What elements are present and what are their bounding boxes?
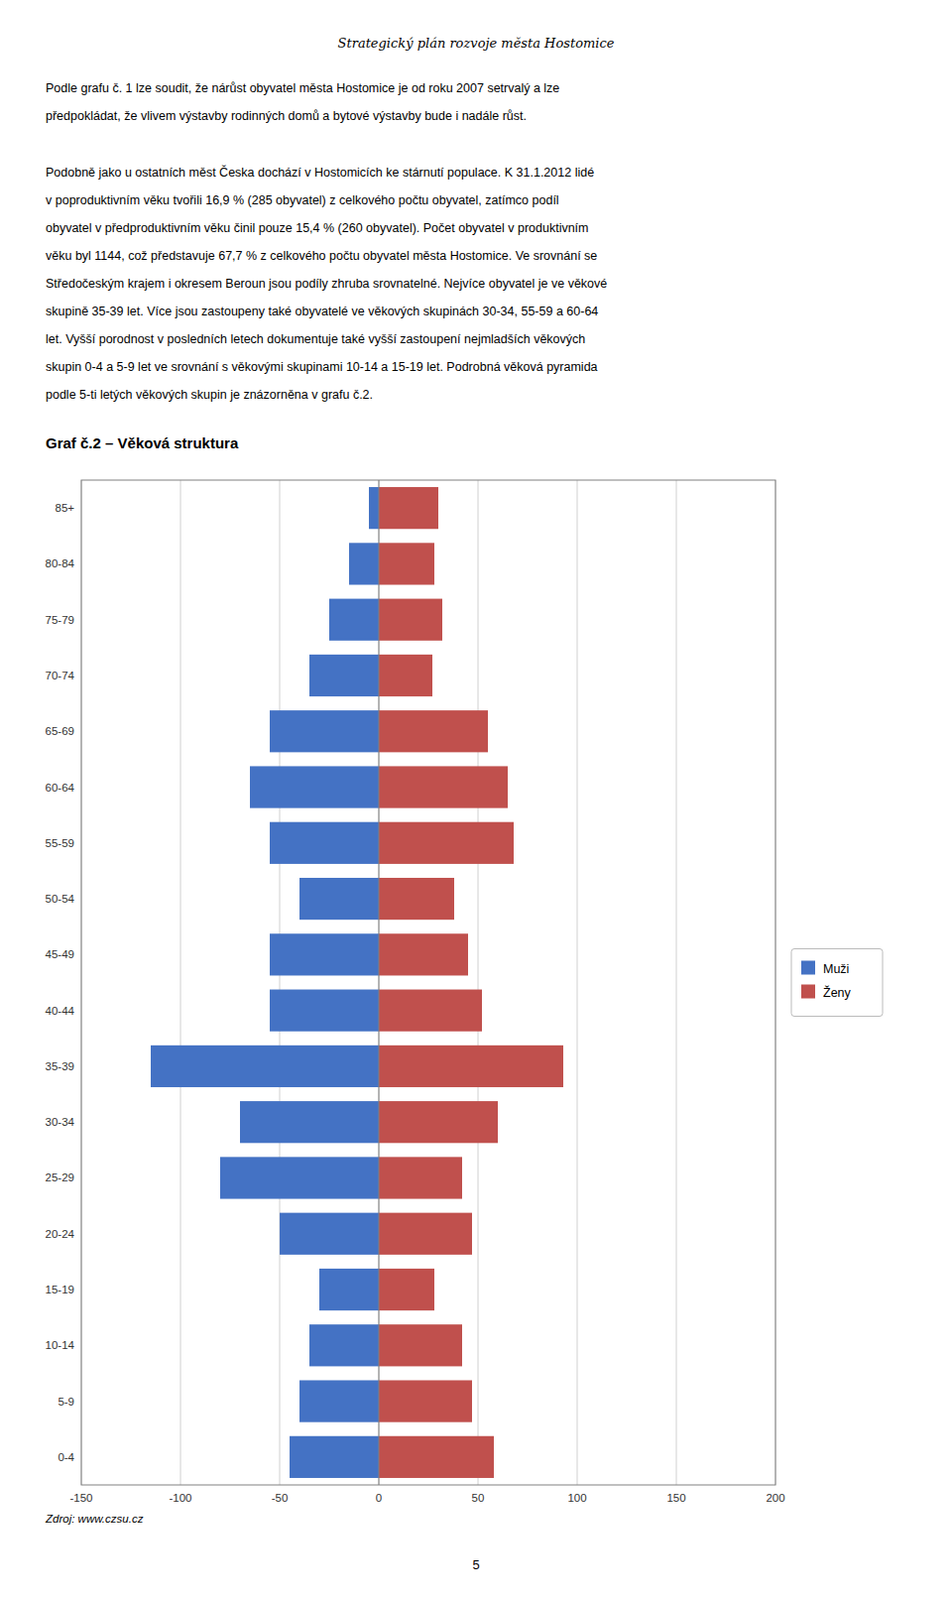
bar (349, 542, 379, 585)
body-text: podle 5-ti letých věkových skupin je zná… (45, 387, 373, 402)
bar (269, 933, 379, 975)
legend-label: Muži (823, 961, 849, 976)
grid-line (180, 479, 182, 1485)
y-tick-label: 5-9 (57, 1395, 75, 1408)
y-tick-label: 35-39 (45, 1060, 75, 1072)
bar (378, 1212, 473, 1255)
bars (150, 486, 564, 1478)
body-text: Podobně jako u ostatních měst Česka doch… (45, 164, 595, 180)
bar (239, 1100, 379, 1143)
body-text: Podle grafu č. 1 lze soudit, že nárůst o… (45, 81, 560, 96)
bar (249, 765, 379, 808)
y-tick-label: 45-49 (45, 948, 75, 960)
bar (378, 598, 443, 641)
bar (378, 933, 469, 975)
bar (220, 1156, 379, 1198)
bar (269, 822, 379, 864)
y-tick-label: 75-79 (45, 613, 75, 626)
bar (378, 989, 482, 1032)
bar (378, 822, 514, 864)
bar (299, 1379, 379, 1422)
grid-line (378, 479, 380, 1485)
page: Strategický plán rozvoje města Hostomice… (0, 0, 952, 1600)
bar (378, 765, 508, 808)
bar (150, 1045, 379, 1087)
y-tick-label: 50-54 (45, 892, 76, 905)
grid (81, 479, 776, 1485)
bar (378, 1323, 463, 1366)
bar (378, 1100, 498, 1143)
y-tick-label: 65-69 (45, 724, 75, 737)
body-text: obyvatel v předproduktivním věku činil p… (45, 221, 590, 236)
x-tick-label: 100 (567, 1491, 587, 1504)
bar (378, 1268, 435, 1310)
grid-line (477, 479, 479, 1485)
bar (309, 654, 379, 697)
background (0, 0, 952, 1600)
y-tick-label: 25-29 (45, 1171, 75, 1184)
bar (279, 1212, 379, 1255)
body-text: v poproduktivním věku tvořili 16,9 % (28… (45, 193, 560, 208)
body-text: věku byl 1144, což představuje 67,7 % z … (45, 248, 597, 263)
y-tick-label: 0-4 (57, 1450, 75, 1463)
page-number: 5 (472, 1556, 479, 1572)
bar (378, 1156, 463, 1198)
y-tick-label: 80-84 (45, 557, 76, 570)
y-tick-label: 70-74 (45, 669, 76, 682)
body-text: předpokládat, že vlivem výstavby rodinný… (45, 109, 527, 123)
header: Strategický plán rozvoje města Hostomice (338, 35, 615, 51)
y-tick-label: 60-64 (45, 781, 76, 794)
bar (299, 877, 379, 920)
bar (378, 1045, 564, 1087)
y-tick-label: 20-24 (45, 1227, 76, 1240)
legend-swatch (801, 960, 816, 975)
bar (378, 877, 455, 920)
legend-swatch (801, 984, 816, 999)
body-text: Středočeským krajem i okresem Beroun jso… (45, 276, 607, 291)
bar (378, 1379, 473, 1422)
plot-frame (81, 479, 776, 1485)
bar (329, 598, 379, 641)
x-tick-label: 200 (765, 1491, 785, 1504)
body-text: skupin 0-4 a 5-9 let ve srovnání s věkov… (45, 359, 598, 374)
zero-line (378, 479, 380, 1485)
bar (378, 710, 488, 752)
body-text: let. Vyšší porodnost v posledních letech… (45, 332, 586, 347)
x-tick-label: -50 (271, 1491, 289, 1504)
bar (289, 1435, 379, 1478)
bar (368, 486, 379, 529)
y-tick-label: 30-34 (45, 1115, 76, 1128)
y-tick-label: 85+ (54, 501, 75, 514)
legend-box (791, 949, 883, 1017)
x-tick-label: 150 (666, 1491, 686, 1504)
bar (378, 1435, 494, 1478)
bar (378, 486, 439, 529)
y-tick-label: 15-19 (45, 1283, 75, 1296)
bar (269, 989, 379, 1032)
bar (319, 1268, 379, 1310)
bar (378, 542, 435, 585)
x-tick-label: -100 (168, 1491, 192, 1504)
x-tick-label: -150 (69, 1491, 93, 1504)
bar (269, 710, 379, 752)
y-tick-label: 55-59 (45, 836, 75, 849)
x-tick-label: 0 (375, 1491, 382, 1504)
source: Zdroj: www.czsu.cz (44, 1512, 144, 1525)
x-tick-label: 50 (472, 1491, 485, 1504)
grid-line (279, 479, 281, 1485)
grid-line (676, 479, 678, 1485)
chart-title: Graf č.2 – Věková struktura (45, 434, 239, 452)
bar (309, 1323, 379, 1366)
legend: Muži Ženy (791, 949, 883, 1017)
y-tick-label: 40-44 (45, 1004, 76, 1017)
body-text: skupině 35-39 let. Více jsou zastoupeny … (45, 304, 598, 319)
bar (378, 654, 433, 697)
grid-line (577, 479, 579, 1485)
y-tick-label: 10-14 (45, 1338, 76, 1351)
legend-label: Ženy (823, 984, 852, 1000)
